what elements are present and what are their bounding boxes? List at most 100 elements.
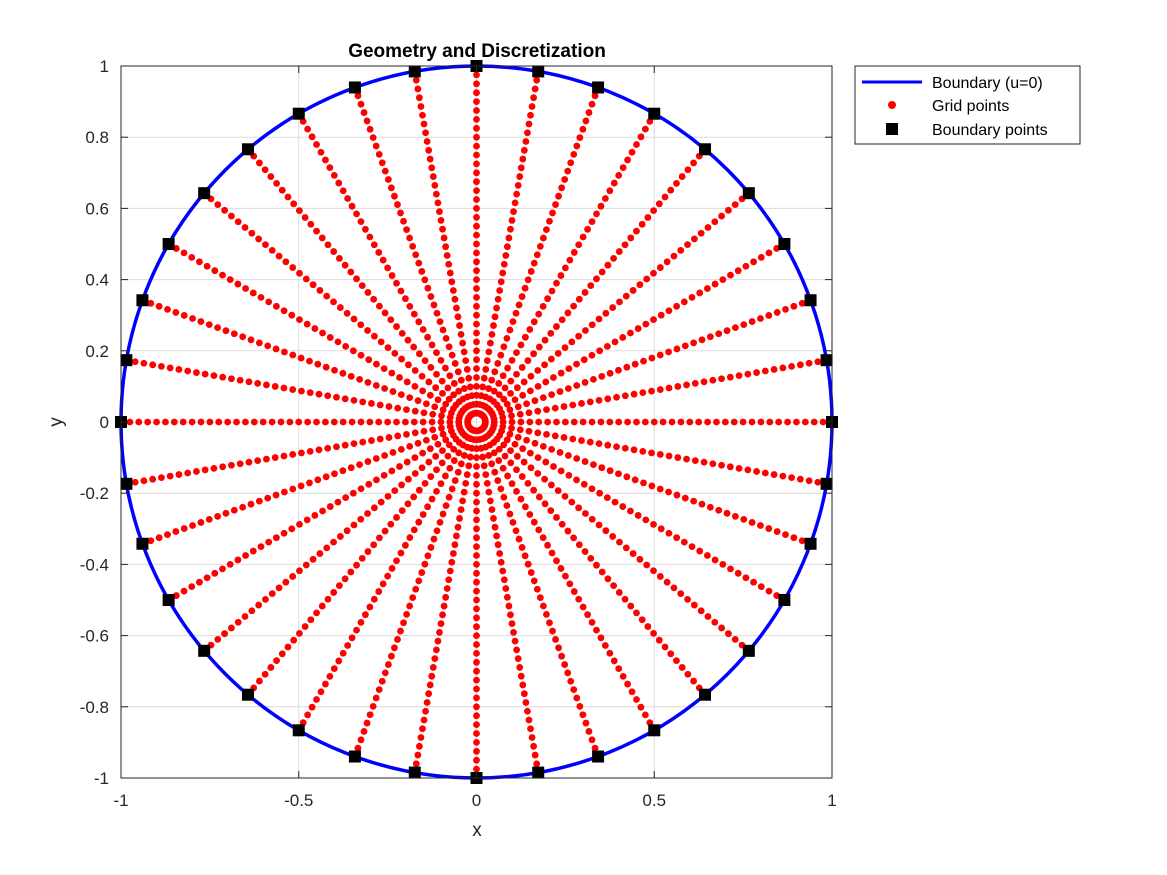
grid-point <box>494 360 502 367</box>
grid-point <box>473 169 480 177</box>
grid-point <box>646 118 654 125</box>
grid-point <box>462 357 470 365</box>
grid-point <box>564 452 572 459</box>
grid-point <box>673 491 681 499</box>
grid-point <box>544 541 551 549</box>
grid-point <box>454 468 462 476</box>
grid-point <box>556 449 564 456</box>
grid-point <box>718 375 725 383</box>
grid-point <box>715 330 723 338</box>
grid-point <box>633 418 640 426</box>
grid-point <box>588 351 596 359</box>
grid-point <box>330 589 338 596</box>
grid-point <box>256 159 263 167</box>
grid-point <box>354 92 362 100</box>
axes: -1 -0.5 0 0.5 1 -1 -0.8 -0.6 -0.4 -0.2 0 0.2 0.4 0.6… <box>80 57 838 810</box>
grid-point <box>275 584 283 592</box>
grid-point <box>805 477 813 485</box>
y-axis-ticks: -1 -0.8 -0.6 -0.4 -0.2 0 0.2 0.4 0.6 0.8 1 <box>80 57 832 788</box>
grid-point <box>493 532 500 540</box>
grid-point <box>357 736 365 744</box>
y-tick-label: 0 <box>100 413 109 432</box>
grid-point <box>588 485 596 493</box>
grid-point <box>499 567 507 575</box>
grid-point <box>219 463 227 471</box>
grid-point <box>412 760 420 768</box>
grid-point <box>765 249 773 257</box>
grid-point <box>454 313 462 321</box>
grid-point <box>713 418 720 426</box>
grid-point <box>428 672 436 680</box>
grid-point <box>581 289 589 296</box>
grid-point <box>257 294 265 301</box>
grid-point <box>228 375 235 383</box>
grid-point <box>539 234 547 242</box>
grid-point <box>494 295 502 303</box>
grid-point <box>415 318 423 326</box>
grid-point <box>616 538 623 546</box>
grid-point <box>601 642 609 649</box>
grid-point <box>415 742 423 750</box>
grid-point <box>370 595 378 603</box>
grid-point <box>627 507 634 515</box>
grid-point <box>513 384 521 392</box>
grid-point <box>313 418 320 426</box>
grid-point <box>490 449 498 457</box>
grid-point <box>350 396 358 404</box>
grid-point <box>723 509 731 517</box>
grid-point <box>788 474 795 482</box>
grid-point <box>473 552 480 559</box>
grid-point <box>289 351 297 359</box>
grid-point <box>155 302 163 310</box>
grid-point <box>674 454 682 461</box>
grid-point <box>513 487 520 495</box>
grid-point <box>473 489 480 497</box>
grid-point <box>678 664 686 671</box>
grid-point <box>398 355 406 363</box>
grid-point <box>616 298 623 306</box>
grid-point <box>149 361 157 369</box>
grid-point <box>502 252 510 259</box>
grid-point <box>254 457 262 465</box>
grid-point <box>561 344 569 352</box>
grid-point <box>324 444 332 452</box>
grid-point <box>379 256 387 264</box>
grid-point <box>421 276 429 284</box>
grid-point <box>444 384 452 392</box>
grid-point <box>473 623 480 631</box>
grid-point <box>455 387 463 395</box>
grid-point <box>514 403 522 411</box>
boundary-point <box>120 354 133 367</box>
grid-point <box>516 426 524 434</box>
grid-point <box>691 379 699 387</box>
grid-point <box>683 455 690 463</box>
grid-point <box>211 267 219 275</box>
grid-point <box>524 276 532 284</box>
grid-point <box>569 435 577 443</box>
grid-point <box>513 190 521 198</box>
grid-point <box>547 355 555 363</box>
grid-point <box>289 386 297 393</box>
grid-point <box>264 494 272 502</box>
grid-point <box>579 125 587 133</box>
grid-point <box>648 354 656 362</box>
grid-point <box>766 418 774 426</box>
grid-point <box>307 220 315 228</box>
grid-point <box>429 426 437 434</box>
grid-point <box>427 364 435 371</box>
boundary-point <box>408 766 421 779</box>
grid-point <box>473 507 480 515</box>
grid-point <box>422 707 429 715</box>
grid-point <box>436 628 443 636</box>
grid-point <box>309 555 317 563</box>
grid-point <box>421 479 429 487</box>
grid-point <box>322 680 329 688</box>
grid-point <box>531 439 539 447</box>
grid-point <box>296 316 303 324</box>
grid-point <box>530 518 538 526</box>
grid-point <box>793 418 800 426</box>
grid-point <box>431 655 439 663</box>
grid-point <box>222 327 230 335</box>
grid-point <box>354 744 362 752</box>
